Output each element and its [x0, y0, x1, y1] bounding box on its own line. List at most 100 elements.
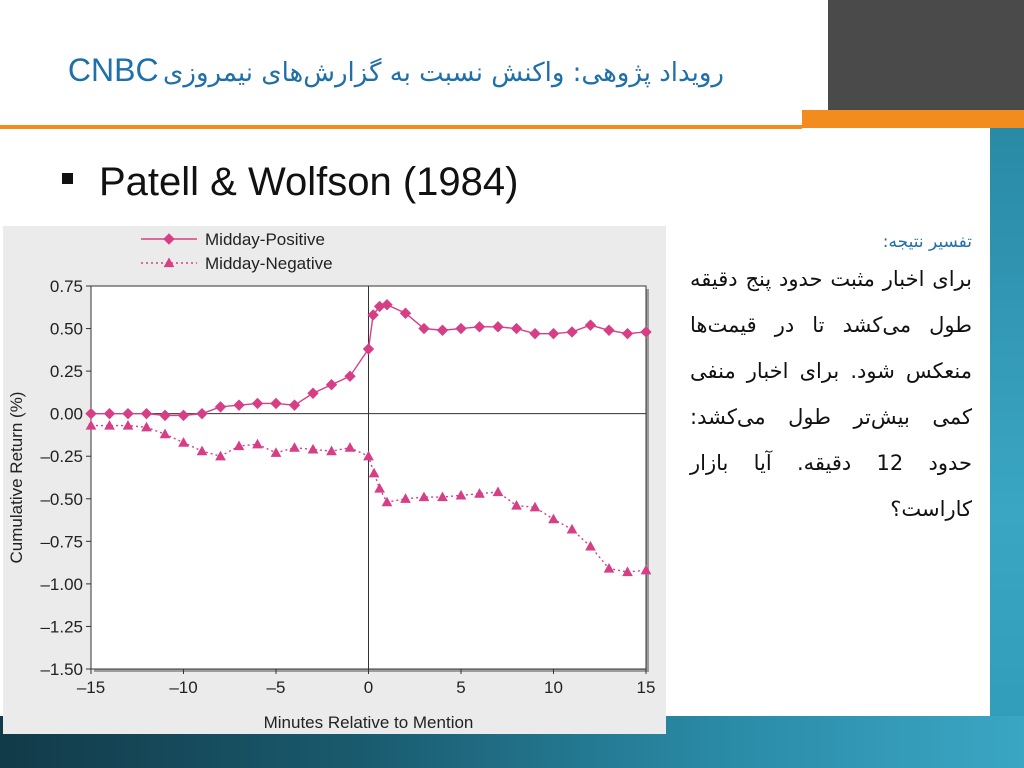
data-point-midday-negative: [178, 437, 189, 447]
data-point-midday-negative: [159, 428, 171, 439]
bullet-square-icon: [62, 172, 73, 184]
data-point-midday-positive: [473, 321, 486, 333]
data-point-midday-negative: [368, 467, 380, 478]
corner-dark-block: [828, 0, 1024, 110]
data-point-midday-negative: [381, 496, 393, 507]
y-tick-label: 0.00: [50, 405, 83, 424]
data-point-midday-positive: [177, 409, 190, 422]
y-tick-label: –0.50: [40, 490, 83, 509]
data-point-midday-negative: [233, 440, 245, 451]
data-point-midday-negative: [474, 488, 485, 498]
data-point-midday-negative: [344, 442, 356, 452]
data-point-midday-negative: [548, 513, 559, 524]
data-point-midday-negative: [418, 491, 430, 502]
y-tick-label: –0.75: [40, 532, 83, 551]
data-point-midday-negative: [529, 501, 541, 512]
legend-label: Midday-Negative: [205, 254, 333, 273]
interpretation-block: تفسیر نتیجه: برای اخبار مثبت حدود پنج دق…: [690, 232, 972, 532]
data-point-midday-positive: [455, 322, 467, 335]
y-tick-label: 0.25: [50, 362, 83, 381]
data-point-midday-negative: [215, 450, 226, 461]
data-point-midday-positive: [325, 379, 338, 391]
bullet-item: Patell & Wolfson (1984): [62, 160, 518, 205]
data-point-midday-positive: [584, 319, 597, 331]
bullet-text: Patell & Wolfson (1984): [99, 160, 519, 204]
data-point-midday-negative: [511, 500, 522, 510]
orange-accent-block: [802, 110, 1024, 128]
data-point-midday-negative: [141, 421, 152, 432]
data-point-midday-negative: [492, 486, 504, 497]
data-point-midday-positive: [510, 322, 523, 335]
data-point-midday-negative: [640, 564, 652, 575]
data-point-midday-negative: [400, 493, 411, 503]
data-point-midday-positive: [529, 327, 541, 340]
x-tick-label: 10: [544, 678, 563, 697]
data-point-midday-positive: [381, 299, 393, 311]
chart-container: 0.75 0.50 0.25 0.00 –0.25 –0.50 –0.75 –1.00 –1.2…: [3, 226, 666, 734]
x-tick-label: –5: [267, 678, 286, 697]
data-point-midday-positive: [547, 327, 560, 340]
data-point-midday-negative: [270, 447, 282, 457]
y-tick-label: –1.50: [40, 660, 83, 679]
y-tick-label: –1.25: [40, 617, 83, 636]
x-tick-label: –15: [77, 678, 105, 697]
data-point-midday-positive: [159, 409, 171, 422]
data-point-midday-positive: [621, 327, 634, 340]
data-point-midday-positive: [196, 407, 208, 420]
data-point-midday-negative: [252, 438, 263, 449]
data-point-midday-positive: [418, 322, 430, 335]
data-point-midday-negative: [566, 523, 578, 534]
y-tick-label: –1.00: [40, 575, 83, 594]
legend-marker-midday-negative: [163, 257, 175, 268]
data-point-midday-negative: [122, 420, 134, 430]
data-point-midday-positive: [214, 401, 227, 413]
data-point-midday-negative: [289, 442, 300, 452]
x-axis-label: Minutes Relative to Mention: [264, 713, 474, 732]
slide-title-persian: رویداد پژوهی: واکنش نسبت به گزارش‌های نی…: [163, 58, 724, 88]
data-point-midday-positive: [362, 343, 375, 355]
data-point-midday-negative: [326, 445, 337, 456]
orange-divider-line: [0, 125, 802, 129]
legend-marker-midday-positive: [163, 233, 175, 245]
data-point-midday-positive: [367, 309, 379, 321]
data-point-midday-positive: [399, 307, 412, 319]
x-tick-label: 0: [364, 678, 373, 697]
data-point-midday-negative: [196, 445, 208, 456]
data-point-midday-negative: [603, 563, 615, 573]
x-tick-label: –10: [169, 678, 197, 697]
data-point-midday-positive: [85, 407, 97, 420]
data-point-midday-positive: [233, 399, 245, 411]
y-axis-label: Cumulative Return (%): [7, 392, 26, 564]
data-point-midday-positive: [436, 324, 449, 336]
data-point-midday-negative: [104, 420, 115, 430]
data-point-midday-negative: [307, 443, 319, 454]
data-point-midday-negative: [622, 566, 633, 577]
data-point-midday-positive: [251, 397, 264, 410]
data-point-midday-positive: [640, 326, 652, 338]
data-point-midday-positive: [270, 397, 282, 410]
y-tick-label: 0.50: [50, 320, 83, 339]
cumulative-return-chart: 0.75 0.50 0.25 0.00 –0.25 –0.50 –0.75 –1.00 –1.2…: [7, 230, 656, 732]
x-tick-label: 5: [456, 678, 465, 697]
data-point-midday-positive: [344, 370, 356, 382]
data-point-midday-positive: [122, 407, 134, 420]
data-point-midday-positive: [140, 407, 153, 420]
data-point-midday-positive: [103, 407, 116, 420]
data-point-midday-positive: [288, 399, 301, 411]
data-point-midday-positive: [492, 321, 504, 333]
data-point-midday-positive: [307, 387, 319, 399]
data-point-midday-negative: [437, 491, 448, 502]
legend-label: Midday-Positive: [205, 230, 325, 249]
data-point-midday-negative: [363, 450, 374, 461]
interpretation-title: تفسیر نتیجه:: [882, 232, 972, 252]
teal-side-band: [990, 128, 1024, 768]
y-tick-label: –0.25: [40, 447, 83, 466]
slide-title-cnbc: CNBC: [67, 52, 159, 88]
data-point-midday-negative: [585, 540, 596, 551]
y-tick-label: 0.75: [50, 277, 83, 296]
data-point-midday-positive: [603, 324, 615, 336]
data-point-midday-positive: [566, 326, 578, 338]
slide-title: رویداد پژوهی: واکنش نسبت به گزارش‌های نی…: [68, 52, 724, 89]
x-tick-label: 15: [637, 678, 656, 697]
data-point-midday-negative: [374, 483, 385, 493]
